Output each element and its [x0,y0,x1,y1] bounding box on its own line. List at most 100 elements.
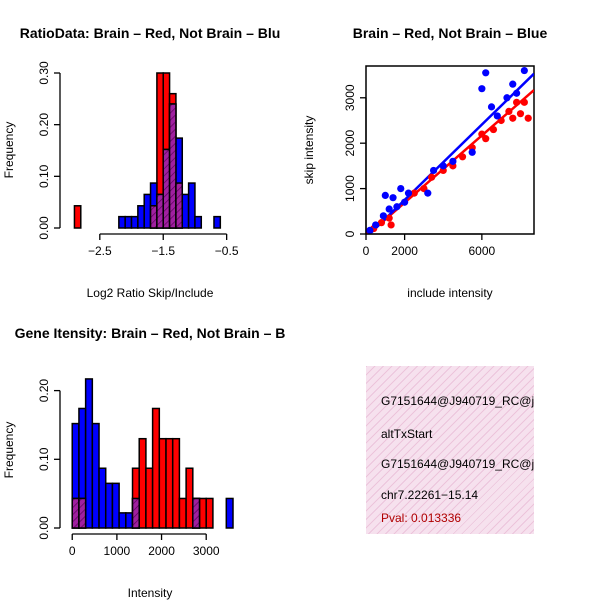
scatter-point-not-brain [503,94,511,102]
intensity-histogram-bar-not-brain [91,422,100,529]
intensity-histogram-bar-not-brain [225,497,234,529]
scatter-panel: Brain – Red, Not Brain – Blue 0 2000 6000 0… [302,25,547,300]
scatter-point-brain [410,189,418,197]
scatter-point-not-brain [493,112,501,120]
scatter-point-brain [385,214,393,222]
scatter-point-brain [520,98,528,106]
ratio-histogram-xlabel: Log2 Ratio Skip/Include [87,286,214,300]
scatter-point-not-brain [468,148,476,156]
ratio-histogram-bar-not-brain [118,215,126,229]
intensity-histogram-bar-overlap [131,497,140,529]
intensity-histogram-bar-not-brain [111,482,120,529]
scatter-point-brain [505,107,513,116]
scatter-point-not-brain [509,80,517,88]
scatter-point-not-brain [366,226,374,234]
scatter-point-not-brain [385,205,393,213]
ratio-histogram-bar-overlap [149,205,158,229]
scatter-point-not-brain [513,89,521,97]
scatter-point-not-brain [372,221,380,229]
intensity-histogram-bar-brain [171,437,181,529]
scatter-point-not-brain [429,166,438,175]
ratio-histogram-bar-overlap [175,182,184,229]
intensity-histogram-bar-not-brain [98,467,107,529]
scatter-point-not-brain [401,198,409,206]
scatter-x-tick-label: 0 [363,244,370,258]
scatter-point-not-brain [478,85,486,93]
scatter-point-not-brain [397,184,405,193]
ratio-histogram-bar-not-brain [181,193,190,229]
ratio-histogram-bar-not-brain [213,215,222,229]
ratio-histogram-bar-not-brain [130,215,139,229]
scatter-xlabel: include intensity [407,286,492,300]
scatter-point-brain [377,219,386,227]
scatter-point-brain [482,135,490,143]
scatter-y-tick-label: 3000 [343,84,357,111]
probe-id: G7151644@J940719_RC@j_at [381,394,534,408]
info-panel: G7151644@J940719_RC@j_at altTxStart G715… [366,366,534,534]
intensity-histogram-bar-overlap [78,497,87,529]
intensity-histogram-x-tick-label: 3000 [193,544,220,558]
ratio-histogram-x-tick-label: −1.5 [151,244,175,258]
intensity-histogram-y-tick-label: 0.20 [37,379,51,403]
ratio-histogram-bar-not-brain [143,193,152,229]
intensity-histogram-x-tick-label: 2000 [148,544,175,558]
ratio-histogram-bar-not-brain [187,182,196,229]
scatter-x-tick-label: 6000 [469,244,496,258]
scatter-ylabel: skip intensity [302,116,316,185]
scatter-point-brain [509,114,517,122]
ratio-histogram-bar-overlap [156,193,164,229]
p-value: Pval: 0.013336 [381,511,462,525]
scatter-title: Brain – Red, Not Brain – Blue [353,25,548,41]
scatter-y-tick-label: 2000 [343,130,357,157]
scatter-point-brain [458,153,467,161]
scatter-point-not-brain [381,191,389,200]
scatter-point-not-brain [439,162,447,170]
scatter-point-not-brain [379,212,387,220]
scatter-point-brain [513,98,521,106]
genomic-location: chr7.22261−15.14 [381,488,479,502]
intensity-histogram-bar-not-brain [118,512,127,529]
intensity-histogram-bar-overlap [71,497,80,529]
intensity-histogram-bar-brain [185,467,194,529]
scatter-point-not-brain [482,69,490,77]
scatter-x-tick-label: 2000 [391,244,418,258]
ratio-histogram-title: RatioData: Brain – Red, Not Brain – Blu [20,25,281,41]
ratio-histogram-y-tick-label: 0.00 [37,216,51,240]
scatter-point-not-brain [389,194,397,202]
intensity-histogram-bar-brain [198,497,207,529]
intensity-histogram-bar-not-brain [104,482,114,529]
scatter-y-tick-label: 0 [343,230,357,237]
intensity-histogram-bar-overlap [192,497,201,529]
ratio-histogram-bar-overlap [168,103,177,229]
scatter-point-not-brain [449,157,457,165]
probe-id-secondary: G7151644@J940719_RC@j_at [381,457,534,471]
scatter-point-not-brain [424,189,432,197]
intensity-histogram-bar-brain [178,497,187,529]
event-type: altTxStart [381,427,433,441]
intensity-histogram-bar-brain [138,437,147,529]
intensity-histogram-panel: Gene Itensity: Brain – Red, Not Brain – … [2,325,285,600]
scatter-point-not-brain [487,103,496,111]
intensity-histogram-bar-not-brain [125,512,134,529]
intensity-histogram-bar-brain [165,437,174,529]
ratio-histogram-bar-brain [73,205,82,229]
scatter-point-not-brain [520,66,528,75]
ratio-histogram-bar-not-brain [137,205,145,229]
intensity-histogram-x-tick-label: 0 [69,544,76,558]
intensity-histogram-title: Gene Itensity: Brain – Red, Not Brain – … [15,325,286,341]
intensity-histogram-bar-brain [158,437,167,529]
scatter-y-tick-label: 1000 [343,175,357,202]
ratio-histogram-x-tick-label: −2.5 [88,244,112,258]
intensity-histogram-y-tick-label: 0.00 [37,516,51,540]
intensity-histogram-bar-not-brain [84,378,94,529]
scatter-point-brain [387,221,395,229]
scatter-point-brain [516,110,525,118]
scatter-point-brain [489,125,498,134]
ratio-histogram-bar-overlap [162,148,171,229]
ratio-histogram-x-tick-label: −0.5 [215,244,239,258]
scatter-point-brain [428,173,436,181]
scatter-point-not-brain [404,189,413,197]
intensity-histogram-x-tick-label: 1000 [104,544,131,558]
ratio-histogram-ylabel: Frequency [2,122,16,179]
